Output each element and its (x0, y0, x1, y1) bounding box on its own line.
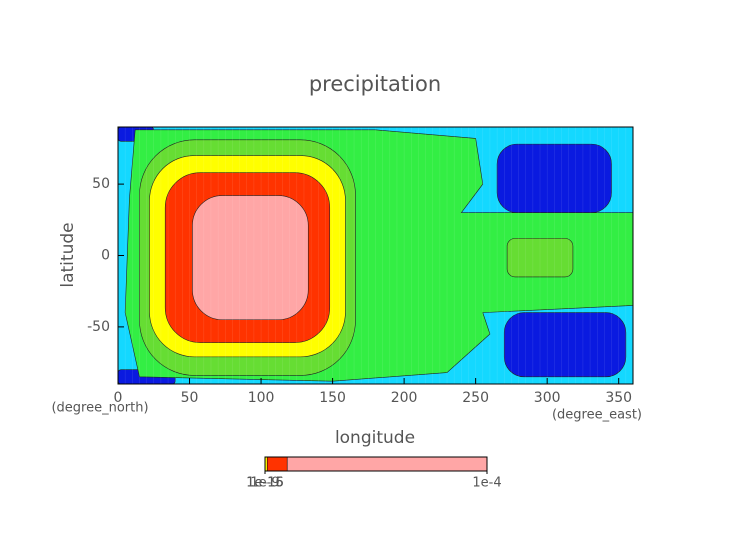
contour-region (506, 238, 574, 278)
colorbar-tick-label: 1e-9 (250, 476, 279, 491)
y-tick-label: 0 (101, 248, 110, 264)
x-tick-label: 200 (391, 390, 418, 406)
x-tick-label: 0 (114, 390, 123, 406)
y-units: (degree_north) (51, 401, 148, 416)
x-tick-label: 350 (605, 390, 632, 406)
colorbar-segment (264, 456, 268, 472)
x-axis-label: longitude (335, 428, 415, 448)
y-axis-label: latitude (58, 222, 78, 287)
x-units: (degree_east) (552, 408, 642, 423)
colorbar-segment (266, 456, 288, 472)
x-tick-label: 100 (248, 390, 275, 406)
colorbar-tick-label: 1e-15 (246, 476, 284, 491)
colorbar-frame (264, 456, 488, 472)
contour-region (192, 195, 309, 321)
chart-title: precipitation (309, 72, 441, 96)
x-tick-label: 300 (534, 390, 561, 406)
plot-area (117, 126, 634, 385)
colorbar-tick-label: 1e-16 (246, 476, 284, 491)
colorbar-tick-label: 1e-4 (472, 476, 501, 491)
colorbar-segment (286, 456, 488, 472)
x-tick-label: 250 (462, 390, 489, 406)
y-tick-label: 50 (92, 176, 110, 192)
contour-region (503, 312, 627, 378)
x-tick-label: 50 (181, 390, 199, 406)
y-tick-label: -50 (87, 319, 110, 335)
x-tick-label: 150 (319, 390, 346, 406)
